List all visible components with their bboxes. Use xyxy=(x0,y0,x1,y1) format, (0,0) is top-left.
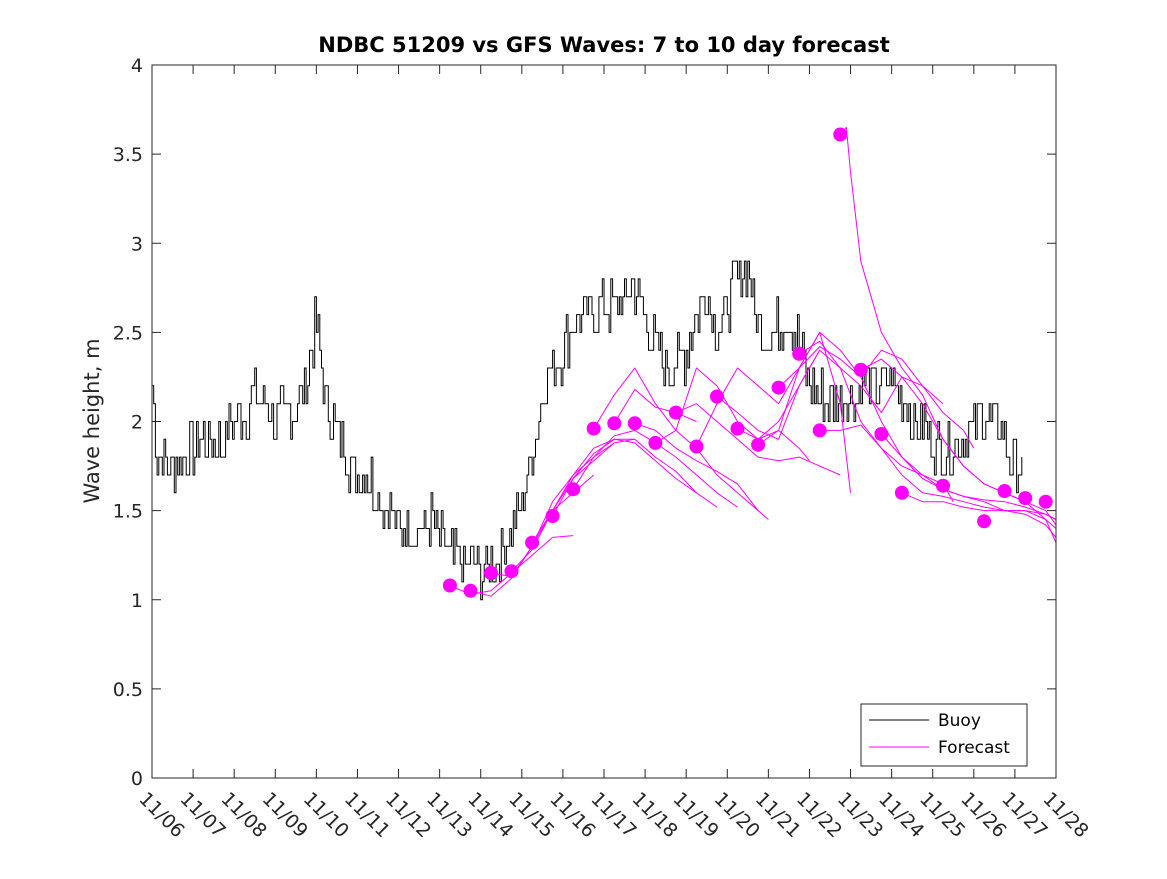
forecast-line xyxy=(757,331,1057,520)
y-tick-label: 1.5 xyxy=(113,501,143,523)
forecast-line xyxy=(860,358,1057,526)
forecast-marker xyxy=(1038,494,1053,509)
forecast-marker xyxy=(484,566,498,580)
y-tick-label: 0 xyxy=(131,768,143,790)
forecast-marker xyxy=(545,509,560,523)
forecast-marker xyxy=(607,416,622,431)
forecast-marker xyxy=(648,435,663,450)
y-tick-labels: 0 0.5 1 1.5 2 2.5 3 3.5 4 xyxy=(113,55,143,790)
forecast-marker xyxy=(874,427,889,441)
forecast-line xyxy=(552,438,718,517)
forecast-line xyxy=(613,388,697,424)
forecast-marker xyxy=(771,380,786,395)
legend: Buoy Forecast xyxy=(860,703,1028,767)
forecast-marker xyxy=(442,578,457,593)
y-tick-label: 2.5 xyxy=(113,322,143,344)
forecast-markers xyxy=(442,127,1053,598)
y-tick-label: 3 xyxy=(131,233,143,255)
legend-box xyxy=(860,703,1028,767)
forecast-marker xyxy=(504,564,519,579)
forecast-marker xyxy=(1018,491,1033,506)
forecast-marker xyxy=(833,127,848,142)
buoy-line xyxy=(152,260,1023,601)
forecast-marker xyxy=(586,421,601,436)
forecast-marker xyxy=(936,478,950,493)
plot-area xyxy=(152,65,1056,778)
legend-label-buoy: Buoy xyxy=(938,711,981,731)
forecast-marker xyxy=(689,439,704,454)
forecast-line xyxy=(737,349,954,502)
forecast-marker xyxy=(525,535,540,550)
forecast-marker xyxy=(668,405,683,420)
forecast-line xyxy=(696,331,851,493)
forecast-marker xyxy=(894,485,909,500)
forecast-marker xyxy=(977,514,992,529)
y-tick-label: 4 xyxy=(131,55,143,77)
forecast-line xyxy=(675,403,841,476)
y-tick-label: 0.5 xyxy=(113,679,143,701)
axes-box xyxy=(151,64,1057,779)
y-axis-label: Wave height, m xyxy=(80,338,104,503)
forecast-marker xyxy=(566,482,581,497)
chart-title: NDBC 51209 vs GFS Waves: 7 to 10 day for… xyxy=(318,33,889,57)
forecast-line xyxy=(778,346,944,405)
forecast-marker xyxy=(997,484,1012,498)
forecast-marker xyxy=(710,389,724,404)
y-tick-label: 2 xyxy=(131,412,143,434)
forecast-marker xyxy=(463,583,478,598)
y-tick-label: 1 xyxy=(131,590,143,612)
forecast-marker xyxy=(853,362,868,377)
forecast-marker xyxy=(812,423,827,438)
y-tick-label: 3.5 xyxy=(113,144,143,166)
forecast-marker xyxy=(792,346,807,361)
forecast-marker xyxy=(627,416,642,431)
forecast-marker xyxy=(751,437,766,452)
forecast-line xyxy=(798,340,975,449)
forecast-marker xyxy=(730,421,745,436)
forecast-line xyxy=(901,492,1057,520)
legend-label-forecast: Forecast xyxy=(938,738,1010,758)
forecast-line xyxy=(634,422,769,520)
forecast-line xyxy=(881,433,1057,538)
